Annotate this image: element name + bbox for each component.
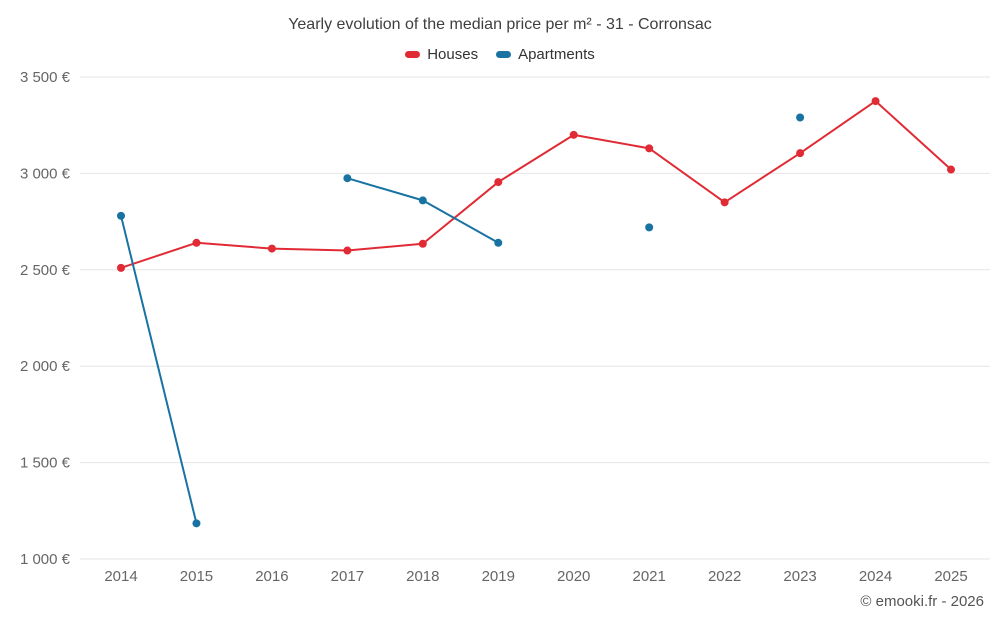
apartments-point[interactable] [343, 174, 352, 183]
x-axis-label: 2020 [557, 568, 590, 585]
credit-link[interactable]: © emooki.fr - 2026 [860, 593, 984, 610]
x-axis-label: 2015 [180, 568, 213, 585]
apartments-point[interactable] [645, 223, 654, 232]
houses-point[interactable] [117, 263, 125, 272]
houses-point[interactable] [871, 97, 880, 106]
x-axis-label: 2024 [859, 568, 892, 585]
x-axis-label: 2021 [632, 568, 665, 585]
apartments-point[interactable] [117, 211, 125, 220]
houses-point[interactable] [343, 246, 352, 255]
x-axis-label: 2019 [482, 568, 515, 585]
houses-point[interactable] [645, 144, 654, 153]
x-axis-label: 2014 [104, 568, 137, 585]
legend-label-houses: Houses [427, 46, 479, 63]
legend-marker-apartments [496, 51, 512, 58]
y-axis-label: 3 000 € [20, 165, 71, 182]
legend-item-apartments[interactable]: Apartments [496, 46, 595, 63]
houses-point[interactable] [267, 244, 276, 253]
y-axis-label: 3 500 € [20, 69, 71, 86]
apartments-point[interactable] [796, 113, 805, 122]
y-axis-label: 2 500 € [20, 262, 71, 279]
chart-legend: Houses Apartments [0, 46, 1000, 63]
houses-point[interactable] [947, 165, 955, 174]
apartments-point[interactable] [418, 196, 427, 205]
y-axis-label: 1 000 € [20, 551, 71, 568]
houses-point[interactable] [192, 238, 201, 247]
x-axis-label: 2022 [708, 568, 741, 585]
apartments-point[interactable] [494, 238, 503, 247]
houses-point[interactable] [796, 149, 805, 158]
x-axis-label: 2025 [934, 568, 967, 585]
houses-point[interactable] [569, 130, 578, 139]
houses-point[interactable] [494, 178, 503, 187]
houses-line [120, 100, 952, 269]
legend-marker-houses [405, 51, 421, 58]
chart-title: Yearly evolution of the median price per… [288, 16, 712, 33]
x-axis-label: 2016 [255, 568, 288, 585]
legend-label-apartments: Apartments [518, 46, 595, 63]
y-axis-label: 2 000 € [20, 358, 71, 375]
y-axis-label: 1 500 € [20, 455, 71, 472]
apartments-point[interactable] [192, 519, 201, 528]
apartments-line [120, 214, 198, 525]
houses-point[interactable] [418, 239, 427, 248]
legend-item-houses[interactable]: Houses [405, 46, 478, 63]
x-axis-label: 2023 [783, 568, 816, 585]
apartments-line [346, 177, 500, 244]
houses-point[interactable] [720, 198, 729, 207]
x-axis-label: 2017 [331, 568, 364, 585]
x-axis-label: 2018 [406, 568, 439, 585]
